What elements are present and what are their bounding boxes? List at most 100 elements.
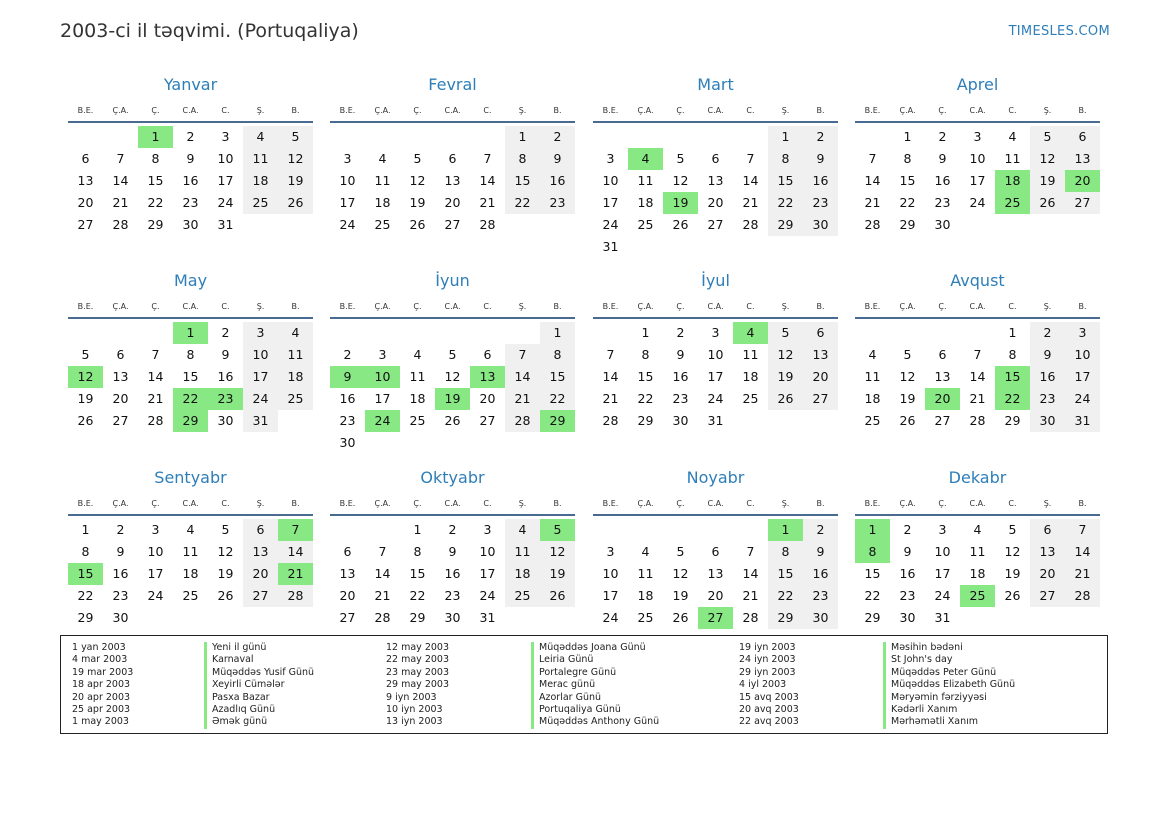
day-cell: 10	[969, 151, 986, 166]
weekday-label: C.A.	[969, 498, 986, 508]
holiday-name: Karnaval	[204, 654, 314, 667]
month-4: May B.E. Ç.A. Ç. C.A. C. Ş. B. 1 2 3 4 5 6 7 8 9 10 11 12 13…	[68, 269, 313, 432]
holiday-day-cell: 15	[995, 366, 1030, 388]
holiday-date: 23 may 2003	[386, 666, 450, 678]
day-cell: 7	[868, 151, 877, 166]
weekday-label: C.	[483, 301, 492, 311]
month-11: Dekabr B.E. Ç.A. Ç. C.A. C. Ş. B. 1 2 3 4 5 6 7 8 9 10 11 1…	[855, 466, 1100, 629]
holiday-day-cell: 22	[995, 388, 1030, 410]
weekday-header: B.E. Ç.A. Ç. C.A. C. Ş. B.	[593, 493, 838, 513]
holiday-date: 24 iyn 2003	[739, 654, 796, 666]
week-row: 30	[330, 432, 575, 454]
weekend-day-cell: 19	[768, 366, 803, 388]
day-cell: 31	[479, 610, 496, 625]
weekend-day-cell: 16	[540, 170, 575, 192]
weekend-day-cell: 23	[540, 192, 575, 214]
day-cell: 18	[864, 391, 881, 406]
weekday-header: B.E. Ç.A. Ç. C.A. C. Ş. B.	[855, 493, 1100, 513]
weekday-label: C.A.	[969, 301, 986, 311]
weekday-label: Ç.A.	[112, 105, 129, 115]
week-row: 13 14 15 16 17 18 19	[68, 170, 313, 192]
day-cell: 2	[221, 325, 230, 340]
day-cell: 5	[448, 347, 457, 362]
weekend-day-cell: 12	[768, 344, 803, 366]
holiday-day-cell: 25	[960, 585, 995, 607]
holiday-name: Portalegre Günü	[531, 666, 659, 680]
weekday-label: Ç.A.	[899, 105, 916, 115]
holiday-name: Kədərli Xanım	[883, 703, 1015, 717]
weekday-label: C.	[1008, 498, 1017, 508]
weekday-label: C.	[746, 105, 755, 115]
empty-cell	[628, 126, 663, 148]
day-grid: 1 2 3 4 5 6 7 8 9 10 11 12 13 14 15 16 17 18 19 20 21 22 23 24 2…	[330, 519, 575, 629]
weekend-day-cell: 23	[1030, 388, 1065, 410]
day-cell: 21	[479, 195, 496, 210]
week-row: 25 26 27 28 29 30 31	[855, 410, 1100, 432]
day-cell: 30	[934, 217, 951, 232]
weekend-day-cell: 20	[1030, 563, 1065, 585]
day-cell: 24	[707, 391, 724, 406]
day-cell: 21	[374, 588, 391, 603]
empty-cell	[1065, 214, 1100, 236]
holiday-name: Xeyirli Cümələr	[204, 679, 314, 692]
weekday-label: Ç.	[413, 301, 422, 311]
holiday-date: 19 mar 2003	[72, 666, 134, 678]
brand-logo-link[interactable]: TIMESLES.COM	[1008, 24, 1110, 39]
weekend-day-cell: 2	[1030, 322, 1065, 344]
weekday-label: C.A.	[707, 301, 724, 311]
header-divider	[68, 317, 313, 319]
day-cell: 15	[899, 173, 916, 188]
day-grid: 1 2 3 4 5 6 7 8 9 10 11 12 13 14 15 16 17 18 19 20 21 22 23 24 2…	[593, 519, 838, 629]
day-cell: 2	[186, 129, 195, 144]
weekday-header: B.E. Ç.A. Ç. C.A. C. Ş. B.	[68, 493, 313, 513]
weekday-label: Ç.	[938, 105, 947, 115]
weekend-day-cell: 30	[1030, 410, 1065, 432]
day-cell: 6	[938, 347, 947, 362]
day-cell: 28	[479, 217, 496, 232]
day-cell: 30	[182, 217, 199, 232]
weekday-label: Ç.	[938, 301, 947, 311]
day-cell: 27	[934, 413, 951, 428]
weekend-day-cell: 12	[540, 541, 575, 563]
holiday-date: 13 iyn 2003	[386, 716, 443, 728]
holiday-name: Merac günü	[531, 679, 659, 692]
day-cell: 9	[448, 544, 457, 559]
month-name: Fevral	[428, 75, 477, 94]
holiday-name: Əmək günü	[204, 716, 314, 729]
day-cell: 16	[899, 566, 916, 581]
day-grid: 1 2 3 4 5 6 7 8 9 10 11 12 13 14 15 16 17 18 19 20 21 22 23 24 2…	[593, 126, 838, 258]
holiday-day-cell: 29	[173, 410, 208, 432]
week-row: 6 7 8 9 10 11 12	[68, 148, 313, 170]
weekday-label: B.	[1078, 301, 1087, 311]
month-name: İyul	[701, 271, 730, 290]
week-row: 17 18 19 20 21 22 23	[593, 585, 838, 607]
day-cell: 13	[112, 369, 129, 384]
day-cell: 16	[182, 173, 199, 188]
day-cell: 8	[903, 151, 912, 166]
weekend-day-cell: 2	[803, 126, 838, 148]
empty-cell	[960, 607, 995, 629]
day-cell: 27	[112, 413, 129, 428]
holiday-day-cell: 25	[995, 192, 1030, 214]
day-cell: 20	[444, 195, 461, 210]
weekend-day-cell: 25	[278, 388, 313, 410]
day-cell: 12	[672, 566, 689, 581]
day-cell: 19	[672, 588, 689, 603]
day-cell: 11	[969, 544, 986, 559]
weekday-label: Ç.	[151, 301, 160, 311]
weekday-label: Ç.A.	[112, 498, 129, 508]
weekday-label: B.	[1078, 498, 1087, 508]
weekday-header: B.E. Ç.A. Ç. C.A. C. Ş. B.	[330, 100, 575, 120]
weekend-day-cell: 8	[768, 148, 803, 170]
header-divider	[593, 514, 838, 516]
day-cell: 21	[602, 391, 619, 406]
holiday-date: 19 iyn 2003	[739, 642, 796, 653]
empty-cell	[698, 126, 733, 148]
day-cell: 28	[969, 413, 986, 428]
month-2: Mart B.E. Ç.A. Ç. C.A. C. Ş. B. 1 2 3 4 5 6 7 8 9 10 11 12 1…	[593, 73, 838, 258]
empty-cell	[733, 126, 768, 148]
day-cell: 26	[409, 217, 426, 232]
day-cell: 11	[374, 173, 391, 188]
month-name: Aprel	[956, 75, 999, 94]
week-row: 20 21 22 23 24 25 26	[330, 585, 575, 607]
